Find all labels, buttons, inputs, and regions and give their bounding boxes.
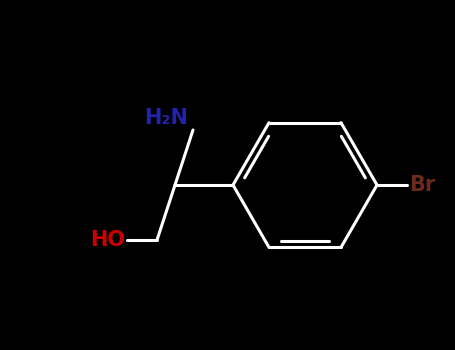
Text: H₂N: H₂N [144, 108, 188, 128]
Text: HO: HO [90, 230, 125, 250]
Text: Br: Br [409, 175, 435, 195]
